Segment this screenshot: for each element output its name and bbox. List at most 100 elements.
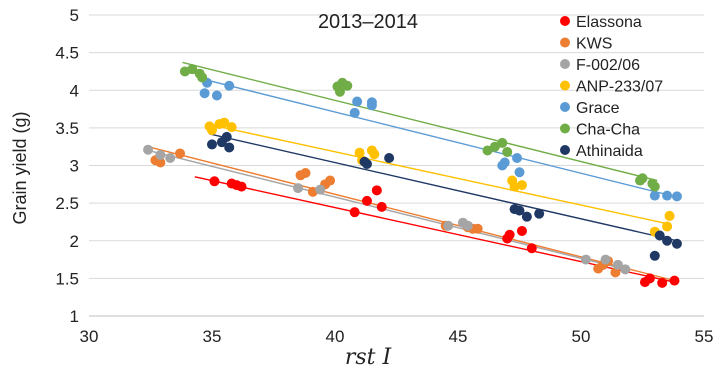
y-axis-label: Grain yield (g) (10, 111, 30, 224)
chart-title: 2013–2014 (318, 11, 418, 33)
data-point-f-002-06 (462, 220, 473, 231)
legend-marker-cha-cha (560, 123, 570, 134)
legend-marker-grace (560, 102, 570, 112)
data-point-athinaida (207, 139, 217, 150)
data-point-kws (155, 157, 166, 168)
data-point-cha-cha (489, 141, 500, 152)
legend-label-anp-233-07: ANP-233/07 (576, 79, 663, 96)
x-axis-ticks: 30 35 40 45 50 55 (80, 327, 714, 346)
data-point-grace (512, 152, 523, 163)
data-point-grace (499, 157, 510, 168)
data-point-elassona (361, 195, 372, 206)
trendline-cha-cha (182, 61, 658, 182)
data-point-f-002-06 (165, 152, 176, 163)
x-tick-label: 55 (695, 327, 714, 346)
data-point-f-002-06 (143, 144, 154, 155)
data-point-elassona (504, 229, 515, 240)
data-point-f-002-06 (155, 149, 166, 160)
legend: Elassona KWS F-002/06 ANP-233/07 Grace Cha-Ch… (560, 14, 663, 160)
trendline-f-002-06 (147, 149, 626, 271)
data-point-f-002-06 (600, 254, 611, 265)
data-point-elassona (657, 277, 668, 288)
legend-label-kws: KWS (576, 36, 612, 53)
data-point-anp-233-07 (516, 180, 527, 191)
data-point-cha-cha (197, 72, 208, 83)
data-point-f-002-06 (443, 220, 454, 231)
x-axis-label: rst I (345, 345, 393, 370)
y-tick-label: 5 (70, 6, 79, 25)
data-point-athinaida (221, 131, 232, 142)
data-point-elassona (349, 207, 360, 218)
data-point-elassona (236, 181, 247, 192)
data-point-f-002-06 (620, 264, 631, 275)
x-tick-label: 30 (80, 327, 99, 346)
data-point-anp-233-07 (219, 117, 230, 128)
data-point-f-002-06 (580, 254, 591, 265)
y-tick-label: 2 (70, 232, 79, 251)
legend-label-cha-cha: Cha-Cha (576, 122, 640, 139)
data-point-f-002-06 (315, 184, 326, 195)
data-point-elassona (669, 275, 680, 286)
y-tick-label: 1.5 (55, 269, 79, 288)
data-point-athinaida (534, 208, 545, 219)
data-point-grace (352, 96, 363, 107)
trendlines (147, 61, 678, 283)
data-point-elassona (526, 243, 537, 254)
data-point-grace (211, 90, 222, 101)
data-point-kws (610, 267, 621, 278)
y-tick-label: 4.5 (55, 44, 79, 63)
legend-label-f-002-06: F-002/06 (576, 57, 640, 74)
y-tick-label: 1 (70, 307, 79, 326)
y-axis-ticks: 1 1.5 2 2.5 3 3.5 4 4.5 5 (55, 6, 79, 326)
legend-marker-athinaida (560, 145, 570, 155)
data-point-grace (199, 88, 210, 99)
y-tick-label: 3.5 (55, 119, 79, 138)
data-point-kws (175, 148, 186, 159)
data-point-cha-cha (502, 146, 513, 157)
y-tick-label: 3 (70, 157, 79, 176)
data-point-grace (224, 80, 235, 91)
data-point-grace (366, 97, 377, 108)
data-point-cha-cha (482, 145, 493, 156)
y-tick-label: 2.5 (55, 194, 79, 213)
data-point-elassona (644, 273, 655, 284)
trendline-athinaida (209, 133, 678, 242)
data-point-cha-cha (497, 137, 508, 148)
data-point-elassona (371, 185, 382, 196)
data-point-grace (649, 190, 660, 201)
data-point-anp-233-07 (662, 221, 673, 232)
data-point-athinaida (654, 230, 665, 241)
data-point-anp-233-07 (207, 125, 217, 136)
data-point-athinaida (521, 211, 532, 222)
data-point-anp-233-07 (664, 210, 675, 221)
data-point-grace (662, 190, 673, 201)
data-point-anp-233-07 (354, 147, 365, 158)
trendline-anp-233-07 (206, 123, 670, 225)
data-point-cha-cha (342, 80, 353, 91)
data-point-grace (514, 167, 525, 178)
data-point-athinaida (514, 205, 525, 216)
legend-label-grace: Grace (576, 100, 620, 117)
data-point-elassona (209, 176, 220, 187)
data-point-anp-233-07 (369, 149, 380, 160)
data-point-kws (472, 223, 483, 234)
data-point-cha-cha (637, 173, 648, 184)
data-point-cha-cha (334, 86, 345, 97)
data-point-anp-233-07 (226, 122, 237, 133)
data-point-cha-cha (187, 64, 198, 75)
legend-marker-kws (560, 37, 570, 48)
data-point-grace (349, 107, 360, 118)
legend-marker-f-002-06 (560, 59, 570, 69)
data-point-kws (325, 175, 336, 186)
data-point-athinaida (649, 250, 660, 261)
trendline-elassona (194, 176, 675, 283)
data-point-elassona (376, 201, 387, 212)
x-tick-label: 45 (449, 327, 468, 346)
data-point-athinaida (224, 142, 235, 153)
data-point-cha-cha (649, 181, 660, 192)
legend-label-athinaida: Athinaida (576, 143, 643, 160)
trendline-grace (201, 78, 678, 198)
x-tick-label: 50 (572, 327, 591, 346)
legend-label-elassona: Elassona (576, 14, 642, 31)
